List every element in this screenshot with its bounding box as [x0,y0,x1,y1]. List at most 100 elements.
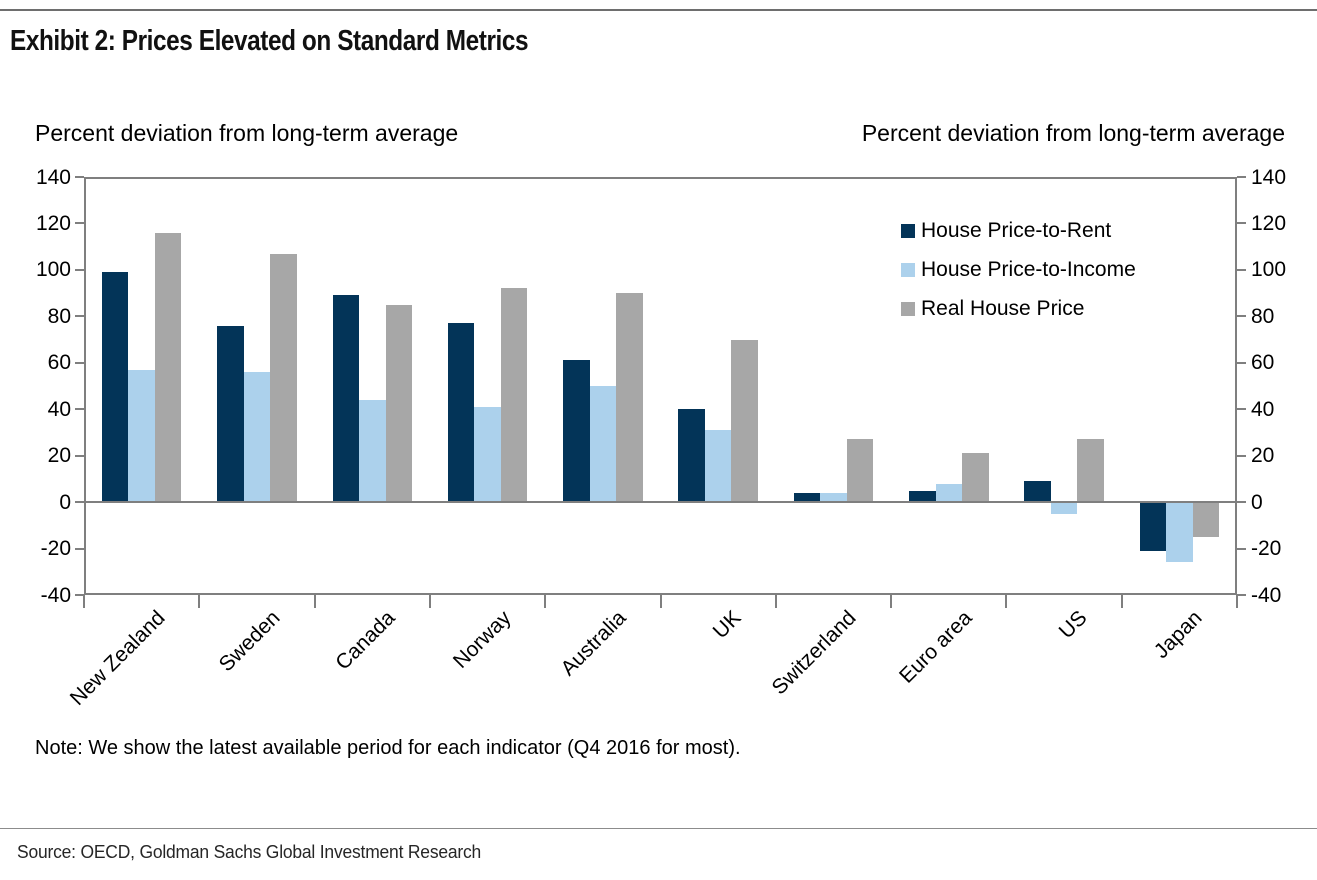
x-tick-boundary-1 [198,595,201,608]
footer-divider [0,828,1317,829]
y-tick-right--20 [1237,547,1246,550]
plot-area [84,177,1237,595]
y-axis-tick-label-right-20: 20 [1251,444,1275,468]
y-tick-left-20 [75,454,84,457]
bar-house-price-to-income-uk [704,430,732,503]
y-tick-left-40 [75,408,84,411]
y-tick-right-20 [1237,454,1246,457]
y-tick-left--20 [75,547,84,550]
bar-house-price-to-rent-uk [678,409,705,503]
y-tick-right-80 [1237,315,1246,318]
y-tick-left-0 [75,501,84,504]
y-axis-tick-label-right-40: 40 [1251,397,1275,421]
chart-note: Note: We show the latest available perio… [35,737,741,759]
y-axis-tick-label-right--40: -40 [1251,583,1282,607]
x-tick-boundary-9 [1120,595,1123,608]
bar-house-price-to-income-euro-area [935,483,962,503]
bar-house-price-to-income-us [1050,502,1078,514]
bar-house-price-to-rent-new-zealand [101,272,129,503]
bar-house-price-to-rent-canada [332,295,359,503]
y-axis-tick-label-right-140: 140 [1251,165,1287,189]
y-axis-tick-label-left-80: 80 [47,304,71,328]
bar-house-price-to-rent-norway [447,323,475,503]
y-axis-tick-label-left-100: 100 [35,258,71,282]
chart-legend: House Price-to-Rent House Price-to-Income… [901,211,1136,328]
zero-baseline [84,501,1237,504]
x-tick-boundary-10 [1236,595,1238,608]
bar-real-house-price-uk [731,339,758,503]
bar-real-house-price-australia [616,293,643,503]
y-tick-left-80 [75,315,84,318]
y-axis-caption-left: Percent deviation from long-term average [35,120,459,146]
y-tick-left-100 [75,268,84,271]
bar-house-price-to-income-canada [359,399,386,503]
bar-house-price-to-rent-us [1024,481,1051,503]
exhibit-title: Exhibit 2: Prices Elevated on Standard M… [10,25,529,57]
y-axis-tick-label-right-60: 60 [1251,351,1275,375]
x-tick-boundary-5 [659,595,662,608]
y-axis-caption-right: Percent deviation from long-term average [861,120,1285,146]
y-tick-right--40 [1237,594,1246,596]
y-axis-tick-label-left-140: 140 [35,165,71,189]
y-tick-right-140 [1237,176,1246,178]
bar-real-house-price-switzerland [846,439,874,503]
legend-item-house-price-to-rent: House Price-to-Rent [901,211,1136,250]
x-tick-boundary-0 [83,595,85,608]
legend-label-house-price-to-income: House Price-to-Income [921,257,1136,281]
y-tick-right-120 [1237,222,1246,225]
bar-real-house-price-canada [385,304,412,503]
y-tick-right-60 [1237,361,1246,364]
y-tick-right-40 [1237,408,1246,411]
y-tick-right-0 [1237,501,1246,504]
y-axis-tick-label-left-0: 0 [59,490,71,514]
bar-real-house-price-norway [500,288,528,503]
legend-item-real-house-price: Real House Price [901,289,1136,328]
y-axis-tick-label-left-120: 120 [35,211,71,235]
bar-real-house-price-us [1077,439,1104,503]
bar-house-price-to-rent-sweden [217,325,244,503]
legend-item-house-price-to-income: House Price-to-Income [901,250,1136,289]
bar-house-price-to-income-australia [589,386,617,503]
y-axis-tick-label-right-80: 80 [1251,304,1275,328]
bar-real-house-price-sweden [270,253,297,503]
bar-real-house-price-euro-area [962,453,989,503]
bar-house-price-to-rent-switzerland [793,492,821,503]
x-tick-boundary-6 [774,595,777,608]
y-axis-tick-label-right-120: 120 [1251,211,1287,235]
x-tick-boundary-7 [890,595,893,608]
x-tick-boundary-3 [428,595,431,608]
y-axis-tick-label-right-0: 0 [1251,490,1263,514]
bar-real-house-price-japan [1192,502,1220,537]
top-divider [0,9,1317,11]
bar-house-price-to-rent-australia [563,360,590,503]
bar-house-price-to-income-norway [474,406,501,503]
legend-swatch-real-house-price [901,301,915,316]
y-tick-left-120 [75,222,84,225]
y-tick-right-100 [1237,268,1246,271]
legend-swatch-house-price-to-income [901,262,915,277]
source-line: Source: OECD, Goldman Sachs Global Inves… [17,842,482,862]
y-tick-left--40 [75,594,84,596]
bar-house-price-to-income-switzerland [820,492,847,503]
y-axis-tick-label-right--20: -20 [1251,537,1282,561]
x-tick-boundary-4 [544,595,547,608]
bar-house-price-to-rent-euro-area [909,490,936,503]
y-axis-tick-label-left--40: -40 [40,583,71,607]
legend-swatch-house-price-to-rent [901,223,915,238]
x-tick-boundary-8 [1005,595,1008,608]
legend-label-real-house-price: Real House Price [921,296,1085,320]
bar-house-price-to-income-japan [1166,502,1193,563]
x-tick-boundary-2 [313,595,316,608]
bar-house-price-to-rent-japan [1139,502,1167,551]
y-tick-left-60 [75,361,84,364]
y-tick-left-140 [75,176,84,178]
bar-house-price-to-income-new-zealand [128,369,155,503]
y-axis-tick-label-right-100: 100 [1251,258,1287,282]
y-axis-tick-label-left-60: 60 [47,351,71,375]
bar-real-house-price-new-zealand [154,232,182,503]
y-axis-tick-label-left-40: 40 [47,397,71,421]
y-axis-tick-label-left--20: -20 [40,537,71,561]
y-axis-tick-label-left-20: 20 [47,444,71,468]
bar-house-price-to-income-sweden [243,372,271,503]
